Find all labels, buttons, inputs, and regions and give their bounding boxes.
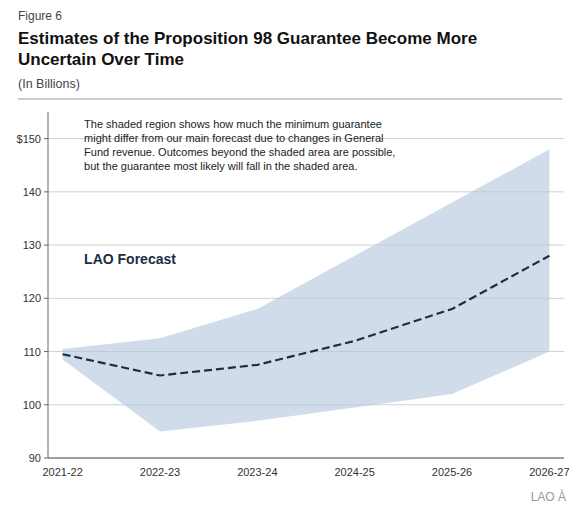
text-line: The shaded region shows how much the min… — [84, 118, 382, 130]
chart-root: Figure 6 Estimates of the Proposition 98 … — [0, 0, 580, 511]
x-tick-label: 2025-26 — [432, 466, 472, 478]
y-tick-label: 130 — [23, 239, 41, 251]
grid — [44, 139, 564, 458]
y-tick-label: 140 — [23, 186, 41, 198]
y-tick — [44, 458, 48, 459]
x-axis-line — [48, 458, 564, 459]
marks — [63, 149, 550, 431]
y-tick — [44, 138, 48, 139]
title: Estimates of the Proposition 98 Guarante… — [18, 29, 477, 69]
uncertainty-band — [63, 149, 550, 431]
y-tick-label: 110 — [23, 346, 41, 358]
y-tick-label: 90 — [29, 452, 41, 464]
x-tick-label: 2023-24 — [237, 466, 277, 478]
text-line: Estimates of the Proposition 98 Guarante… — [18, 29, 477, 48]
y-tick — [44, 245, 48, 246]
grid-line — [48, 458, 564, 459]
y-tick — [44, 191, 48, 192]
y-tick — [44, 351, 48, 352]
y-tick-label: 100 — [23, 399, 41, 411]
forecast-line — [63, 256, 550, 376]
annotation: The shaded region shows how much the min… — [84, 118, 395, 172]
x-tick-label: 2022-23 — [140, 466, 180, 478]
y-tick-label: 120 — [23, 292, 41, 304]
figure-label: Figure 6 — [18, 9, 62, 23]
text-line: Fund revenue. Outcomes beyond the shaded… — [84, 146, 395, 158]
subtitle: (In Billions) — [18, 77, 80, 91]
logo: LAO À — [531, 489, 566, 504]
separator — [18, 99, 562, 100]
y-axis-line — [48, 112, 49, 458]
text-line: but the guarantee most likely will fall … — [84, 160, 357, 172]
text-line: might differ from our main forecast due … — [84, 132, 383, 144]
y-tick — [44, 404, 48, 405]
y-tick — [44, 298, 48, 299]
series-label: LAO Forecast — [84, 251, 176, 267]
x-tick-label: 2021-22 — [42, 466, 82, 478]
y-tick-label: $150 — [17, 133, 41, 145]
text-line: Uncertain Over Time — [18, 50, 184, 69]
x-tick-label: 2026-27 — [529, 466, 569, 478]
x-tick-label: 2024-25 — [334, 466, 374, 478]
